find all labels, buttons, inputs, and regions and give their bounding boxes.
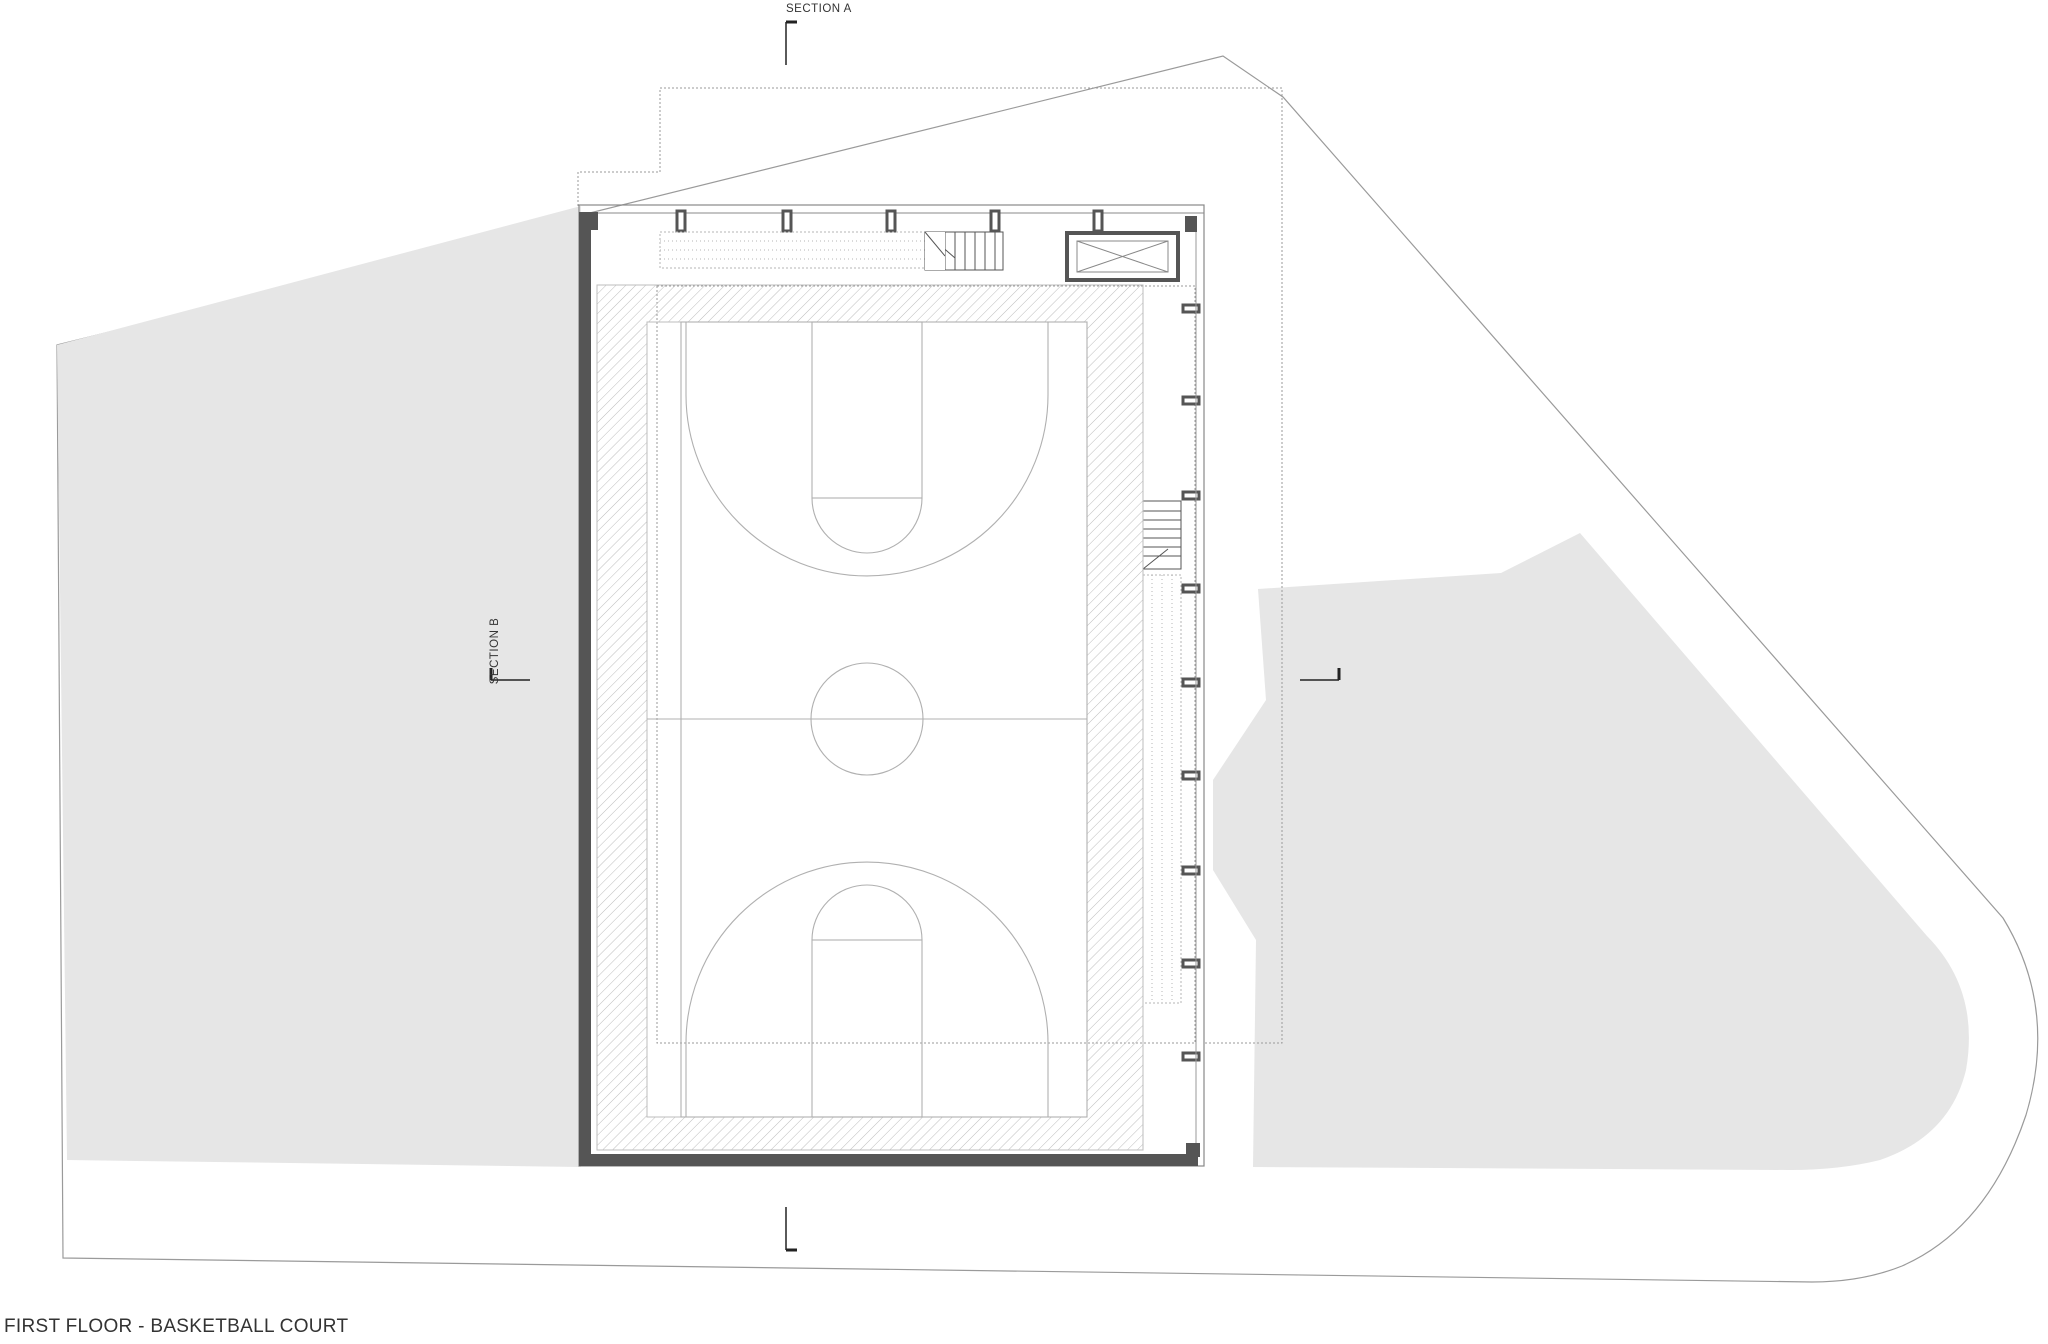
center-circle (810, 662, 924, 776)
stair-icon (924, 231, 1004, 271)
site-area-west (57, 206, 581, 1167)
three-point-arc-bottom (685, 861, 1049, 1117)
section-b-label: SECTION B (489, 617, 502, 685)
free-throw-arc-bottom (811, 884, 923, 941)
site-boundary (56, 55, 2039, 1283)
basketball-court (647, 321, 1088, 1118)
key-bottom (811, 939, 923, 1118)
north-columns (675, 209, 1104, 233)
east-bleachers (1142, 574, 1182, 1004)
north-bleachers (659, 231, 941, 269)
free-throw-arc-top (811, 497, 923, 554)
elevator-icon (1065, 231, 1180, 282)
court-hatched-surround (596, 284, 1144, 1151)
section-a-label: SECTION A (786, 3, 852, 15)
corner-column-se (1186, 1143, 1200, 1157)
east-columns (1181, 303, 1201, 1062)
roof-overhang-outline (577, 87, 1283, 1044)
east-stair (1142, 500, 1182, 570)
drawing-title: FIRST FLOOR - BASKETBALL COURT (4, 1316, 349, 1337)
three-point-arc-top (685, 322, 1049, 577)
corner-column-nw (586, 212, 598, 230)
section-cut-marker (489, 20, 1341, 1252)
corner-column-ne (1185, 216, 1197, 232)
key-top (811, 321, 923, 499)
site-area-east (1213, 533, 1969, 1170)
